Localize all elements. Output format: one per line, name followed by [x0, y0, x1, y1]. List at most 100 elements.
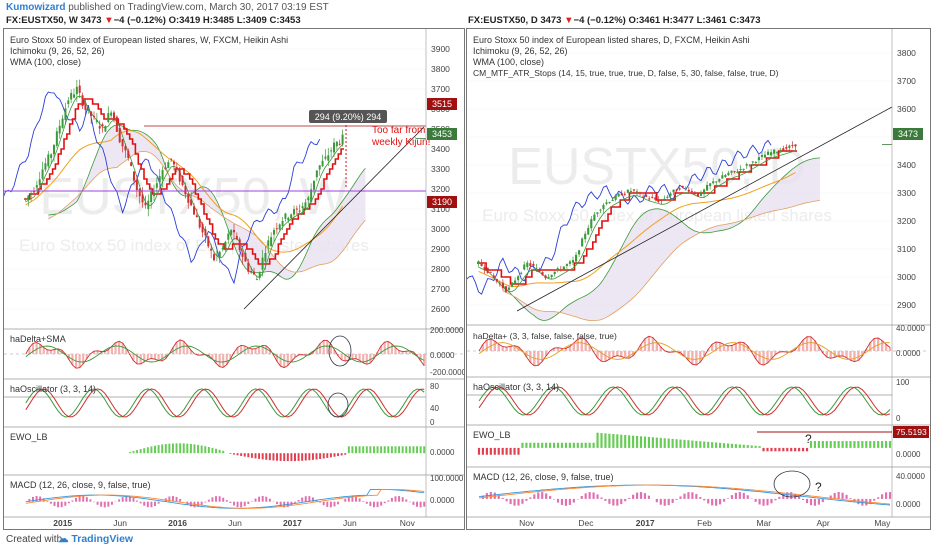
left-chart-panel[interactable]: EUSTX50, W Euro Stoxx 50 index of Europe…: [3, 28, 465, 530]
candle-body: [715, 181, 718, 183]
left-price-area: [4, 48, 426, 310]
senkou-span-b: [48, 150, 366, 273]
candle-body: [642, 196, 645, 198]
x-tick-label: Mar: [756, 518, 771, 528]
candle-body: [483, 267, 486, 271]
sub2-signal-line: [25, 388, 425, 418]
x-tick-label: May: [874, 518, 891, 528]
right-sub-title-2: haOscillator (3, 3, 14): [473, 382, 559, 392]
candle-body: [313, 180, 315, 190]
right-chart-panel[interactable]: EUSTX50, D Euro Stoxx 50 index of Europe…: [466, 28, 931, 530]
y-tick-label: 2900: [897, 300, 916, 310]
right-chart-svg[interactable]: EUSTX50, D Euro Stoxx 50 index of Europe…: [467, 29, 930, 529]
left-symbol[interactable]: FX:EUSTX50, W: [6, 15, 78, 26]
candle-body: [230, 229, 233, 235]
candle-body: [544, 275, 547, 279]
right-sub-title-3: EWO_LB: [473, 430, 511, 440]
candle-body: [535, 267, 538, 269]
left-legend-title: Euro Stoxx 50 index of European listed s…: [10, 35, 288, 45]
right-legend-atr: CM_MTF_ATR_Stops (14, 15, true, true, tr…: [473, 68, 779, 78]
left-chart-svg[interactable]: EUSTX50, W Euro Stoxx 50 index of Europe…: [4, 29, 464, 529]
candle-body: [565, 264, 568, 266]
candle-body: [255, 279, 258, 281]
candle-body: [663, 198, 666, 200]
senkou-span-a: [502, 157, 820, 321]
left-badge-3190: [427, 196, 457, 208]
candle-body: [170, 158, 173, 160]
candle-body: [559, 269, 562, 271]
candle-body: [327, 155, 330, 161]
right-symbol[interactable]: FX:EUSTX50, D: [468, 15, 538, 26]
candle-body: [278, 224, 281, 230]
right-question-2: ?: [815, 480, 822, 494]
candle-body: [70, 92, 73, 100]
candle-body: [241, 252, 244, 257]
candle-body: [510, 282, 514, 287]
candle-body: [568, 261, 572, 264]
candle-body: [514, 280, 517, 284]
candle-body: [50, 154, 53, 158]
left-badge-3190-label: 3190: [432, 197, 452, 207]
candle-body: [681, 185, 684, 188]
candle-body: [184, 185, 187, 195]
right-legend-ichimoku: Ichimoku (9, 26, 52, 26): [473, 46, 568, 56]
candle-body: [660, 199, 663, 201]
candle-body: [81, 95, 84, 107]
candle-body: [195, 215, 198, 218]
sub1-delta-line: [25, 339, 425, 369]
candle-body: [73, 94, 75, 98]
candle-body: [742, 168, 745, 170]
candle-body: [335, 141, 338, 147]
candle-body: [84, 104, 87, 110]
candle-body: [788, 145, 791, 148]
right-open: O:3461: [628, 15, 661, 26]
candle-body: [93, 116, 95, 118]
left-badge-3515: [427, 98, 457, 110]
candle-body: [147, 200, 150, 210]
candle-body: [190, 199, 193, 206]
candle-body: [53, 144, 55, 155]
right-legend-wma: WMA (100, close): [473, 57, 544, 67]
candle-body: [791, 144, 794, 147]
left-legend-wma: WMA (100, close): [10, 57, 81, 67]
candle-body: [562, 266, 565, 270]
y-tick-label: 3400: [431, 144, 450, 154]
candle-body: [486, 267, 489, 273]
left-low: L:3409: [236, 15, 267, 26]
candle-body: [745, 164, 748, 166]
candle-body: [730, 170, 733, 173]
candle-body: [629, 190, 632, 192]
candle-body: [666, 196, 669, 198]
candle-body: [794, 144, 797, 147]
sub-axis-label: 0.0000: [430, 496, 455, 505]
candle-body: [590, 219, 593, 229]
y-tick-label: 2700: [431, 284, 450, 294]
candle-body: [167, 162, 170, 169]
candle-body: [754, 161, 757, 163]
left-measure-box: [309, 110, 387, 123]
publish-info: Kumowizard published on TradingView.com,…: [6, 2, 329, 13]
candle-body: [574, 254, 578, 262]
left-sub-title-2: haOscillator (3, 3, 14): [10, 384, 96, 394]
x-tick-label: Dec: [578, 518, 594, 528]
author-link[interactable]: Kumowizard: [6, 2, 66, 13]
candle-body: [480, 262, 483, 267]
candle-body: [620, 193, 623, 196]
candle-body: [608, 202, 611, 204]
y-tick-label: 3800: [431, 64, 450, 74]
candle-body: [498, 283, 501, 285]
y-tick-label: 3000: [431, 224, 450, 234]
candle-body: [130, 162, 133, 166]
tradingview-logo[interactable]: ☁ TradingView: [58, 533, 134, 545]
left-note-line2: weekly Kijun!: [371, 137, 430, 148]
candle-body: [307, 197, 310, 201]
candle-body: [27, 195, 30, 200]
candle-body: [782, 148, 785, 151]
sub-axis-label: 0.0000: [430, 448, 455, 457]
x-tick-label: 2016: [168, 518, 187, 528]
candle-body: [602, 204, 605, 210]
candle-body: [599, 209, 602, 211]
candle-body: [751, 161, 754, 163]
candle-body: [118, 128, 121, 143]
candle-body: [763, 154, 767, 158]
